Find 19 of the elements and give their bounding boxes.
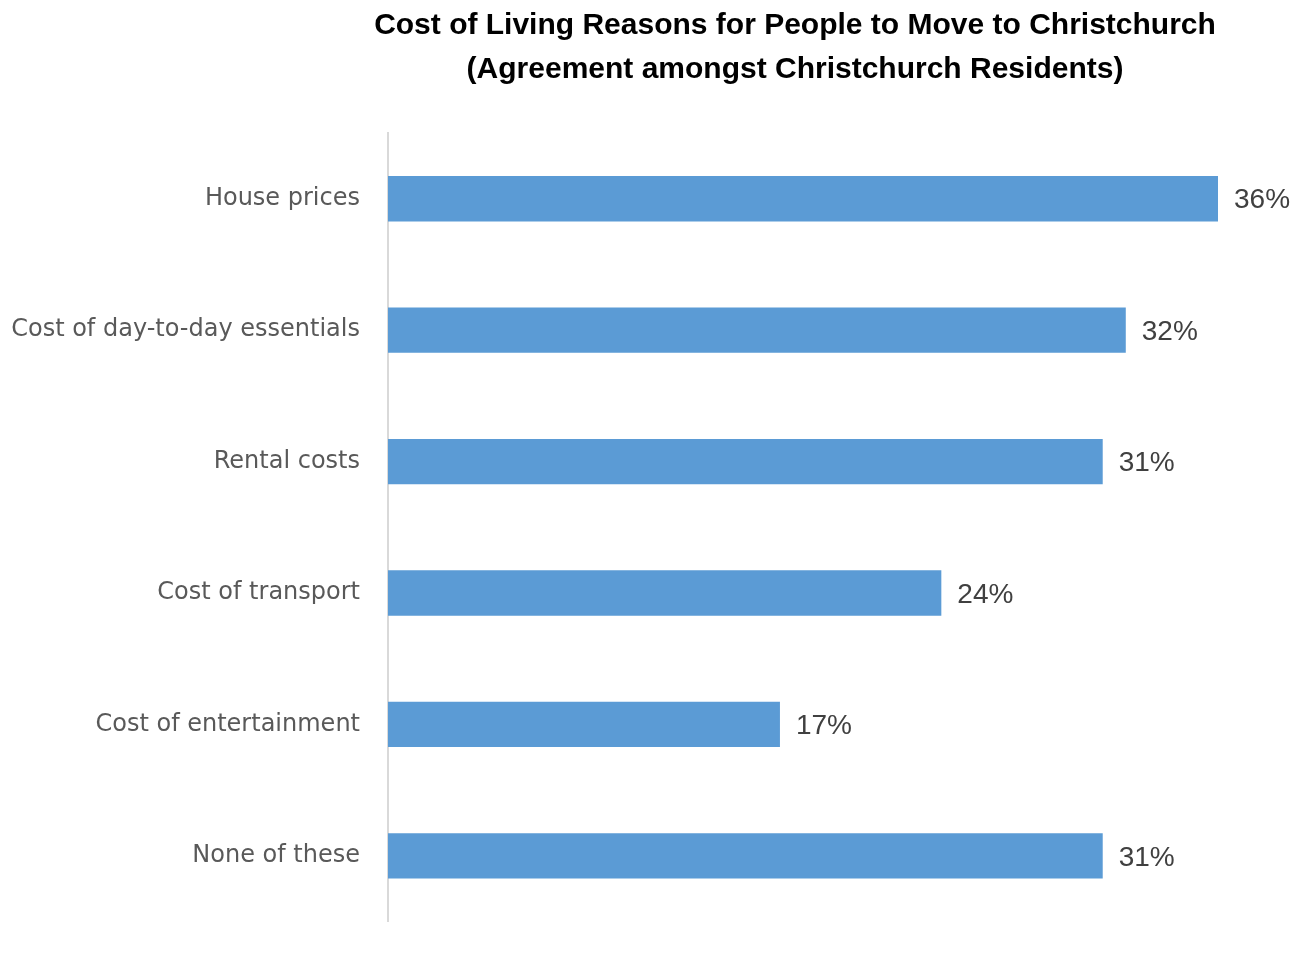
data-label: 24% bbox=[957, 577, 1014, 609]
data-label: 31% bbox=[1118, 446, 1175, 478]
bar bbox=[388, 833, 1103, 879]
data-label: 31% bbox=[1118, 840, 1175, 872]
data-label: 32% bbox=[1141, 314, 1198, 346]
chart-title: Cost of Living Reasons for People to Move to Christchurch (Agreement amongst Christchurch Residents) bbox=[373, 6, 1217, 86]
y-tick-label: Cost of day-to-day essentials bbox=[11, 314, 360, 343]
bar bbox=[388, 701, 780, 748]
bar bbox=[388, 176, 1218, 222]
y-tick-label: Cost of transport bbox=[157, 577, 360, 606]
y-tick-label: None of these bbox=[192, 840, 360, 869]
y-tick-label: Cost of entertainment bbox=[95, 708, 360, 737]
y-tick-label: House prices bbox=[204, 182, 360, 211]
data-label: 36% bbox=[1234, 183, 1291, 215]
data-label: 17% bbox=[795, 709, 852, 741]
bar bbox=[388, 570, 942, 616]
y-tick-label: Rental costs bbox=[213, 445, 360, 474]
bar bbox=[388, 307, 1126, 353]
bar bbox=[388, 438, 1103, 485]
